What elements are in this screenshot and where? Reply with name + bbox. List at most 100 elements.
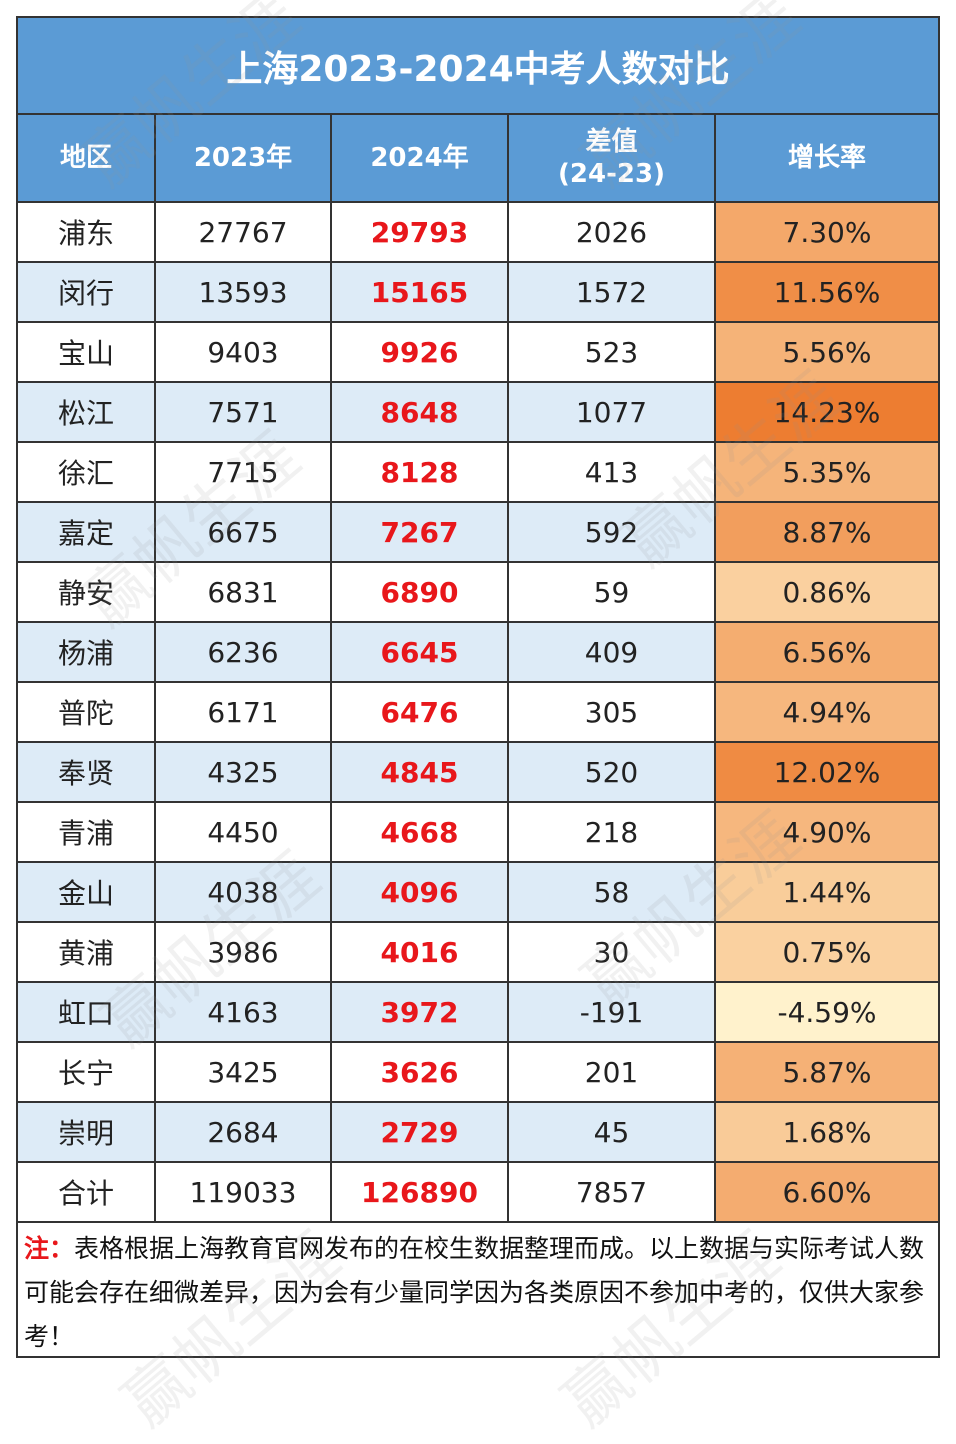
cell-2023: 119033 <box>155 1162 332 1223</box>
cell-2024: 6890 <box>331 562 509 623</box>
cell-region: 浦东 <box>18 202 156 263</box>
cell-2023: 13593 <box>155 262 332 323</box>
header-2023: 2023年 <box>155 115 332 203</box>
table-row: 浦东 27767 29793 2026 7.30% <box>18 202 938 263</box>
cell-diff: 305 <box>508 682 716 743</box>
cell-diff: 7857 <box>508 1162 716 1223</box>
cell-diff: 30 <box>508 922 716 983</box>
cell-region: 松江 <box>18 382 156 443</box>
cell-2024: 15165 <box>331 262 509 323</box>
cell-rate: 7.30% <box>715 202 938 263</box>
cell-2023: 6675 <box>155 502 332 563</box>
cell-diff: 201 <box>508 1042 716 1103</box>
cell-diff: 1572 <box>508 262 716 323</box>
footnote: 注：表格根据上海教育官网发布的在校生数据整理而成。以上数据与实际考试人数可能会存… <box>18 1223 938 1356</box>
table-row: 静安 6831 6890 59 0.86% <box>18 562 938 623</box>
table-row: 黄浦 3986 4016 30 0.75% <box>18 922 938 983</box>
cell-rate: 6.56% <box>715 622 938 683</box>
table-row: 宝山 9403 9926 523 5.56% <box>18 322 938 383</box>
cell-2024: 7267 <box>331 502 509 563</box>
cell-region: 徐汇 <box>18 442 156 503</box>
cell-region: 黄浦 <box>18 922 156 983</box>
table-row: 虹口 4163 3972 -191 -4.59% <box>18 982 938 1043</box>
table-row: 徐汇 7715 8128 413 5.35% <box>18 442 938 503</box>
cell-region: 普陀 <box>18 682 156 743</box>
table-row: 青浦 4450 4668 218 4.90% <box>18 802 938 863</box>
cell-2024: 9926 <box>331 322 509 383</box>
cell-2024: 3972 <box>331 982 509 1043</box>
cell-diff: 413 <box>508 442 716 503</box>
header-diff: 差值 (24-23) <box>508 115 716 203</box>
cell-rate: 14.23% <box>715 382 938 443</box>
cell-2024: 8648 <box>331 382 509 443</box>
cell-2024: 3626 <box>331 1042 509 1103</box>
page-title: 上海2023-2024中考人数对比 <box>18 18 938 115</box>
cell-region: 奉贤 <box>18 742 156 803</box>
cell-rate: 0.86% <box>715 562 938 623</box>
cell-rate: 11.56% <box>715 262 938 323</box>
table-row: 杨浦 6236 6645 409 6.56% <box>18 622 938 683</box>
table-frame: 上海2023-2024中考人数对比 地区 2023年 2024年 差值 (24-… <box>16 16 940 1358</box>
cell-diff: 59 <box>508 562 716 623</box>
cell-2024: 6645 <box>331 622 509 683</box>
table-row: 松江 7571 8648 1077 14.23% <box>18 382 938 443</box>
cell-2024: 4096 <box>331 862 509 923</box>
cell-diff: 2026 <box>508 202 716 263</box>
cell-region: 嘉定 <box>18 502 156 563</box>
header-diff-line1: 差值 <box>585 126 638 157</box>
cell-rate: 6.60% <box>715 1162 938 1223</box>
cell-2024: 4016 <box>331 922 509 983</box>
cell-diff: 523 <box>508 322 716 383</box>
cell-region: 金山 <box>18 862 156 923</box>
cell-2023: 4163 <box>155 982 332 1043</box>
cell-2023: 4038 <box>155 862 332 923</box>
cell-region: 合计 <box>18 1162 156 1223</box>
cell-2024: 8128 <box>331 442 509 503</box>
cell-2023: 9403 <box>155 322 332 383</box>
header-rate: 增长率 <box>715 115 938 203</box>
table-row: 普陀 6171 6476 305 4.94% <box>18 682 938 743</box>
data-table: 地区 2023年 2024年 差值 (24-23) 增长率 浦东 27767 297… <box>18 115 938 1223</box>
cell-diff: 58 <box>508 862 716 923</box>
cell-diff: -191 <box>508 982 716 1043</box>
cell-rate: 4.94% <box>715 682 938 743</box>
header-row: 地区 2023年 2024年 差值 (24-23) 增长率 <box>18 115 938 203</box>
cell-region: 青浦 <box>18 802 156 863</box>
table-row: 崇明 2684 2729 45 1.68% <box>18 1102 938 1163</box>
cell-rate: 5.35% <box>715 442 938 503</box>
cell-region: 虹口 <box>18 982 156 1043</box>
cell-2023: 6831 <box>155 562 332 623</box>
footnote-label: 注： <box>24 1234 75 1263</box>
cell-region: 长宁 <box>18 1042 156 1103</box>
cell-diff: 218 <box>508 802 716 863</box>
cell-rate: 1.44% <box>715 862 938 923</box>
cell-rate: 5.87% <box>715 1042 938 1103</box>
cell-region: 崇明 <box>18 1102 156 1163</box>
cell-2023: 4325 <box>155 742 332 803</box>
cell-region: 闵行 <box>18 262 156 323</box>
cell-2023: 7571 <box>155 382 332 443</box>
cell-region: 静安 <box>18 562 156 623</box>
cell-rate: 8.87% <box>715 502 938 563</box>
table-row: 奉贤 4325 4845 520 12.02% <box>18 742 938 803</box>
table-body: 浦东 27767 29793 2026 7.30% 闵行 13593 15165 1572 11.… <box>18 202 938 1223</box>
footnote-text: 表格根据上海教育官网发布的在校生数据整理而成。以上数据与实际考试人数可能会存在细… <box>24 1234 925 1351</box>
cell-diff: 1077 <box>508 382 716 443</box>
table-row: 长宁 3425 3626 201 5.87% <box>18 1042 938 1103</box>
cell-2024: 2729 <box>331 1102 509 1163</box>
cell-rate: -4.59% <box>715 982 938 1043</box>
cell-2023: 27767 <box>155 202 332 263</box>
cell-rate: 5.56% <box>715 322 938 383</box>
cell-rate: 1.68% <box>715 1102 938 1163</box>
cell-rate: 12.02% <box>715 742 938 803</box>
header-2024: 2024年 <box>331 115 509 203</box>
cell-2023: 4450 <box>155 802 332 863</box>
cell-2024: 126890 <box>331 1162 509 1223</box>
table-row: 金山 4038 4096 58 1.44% <box>18 862 938 923</box>
cell-diff: 45 <box>508 1102 716 1163</box>
cell-region: 宝山 <box>18 322 156 383</box>
cell-2023: 6171 <box>155 682 332 743</box>
table-row: 闵行 13593 15165 1572 11.56% <box>18 262 938 323</box>
cell-2023: 6236 <box>155 622 332 683</box>
cell-diff: 409 <box>508 622 716 683</box>
